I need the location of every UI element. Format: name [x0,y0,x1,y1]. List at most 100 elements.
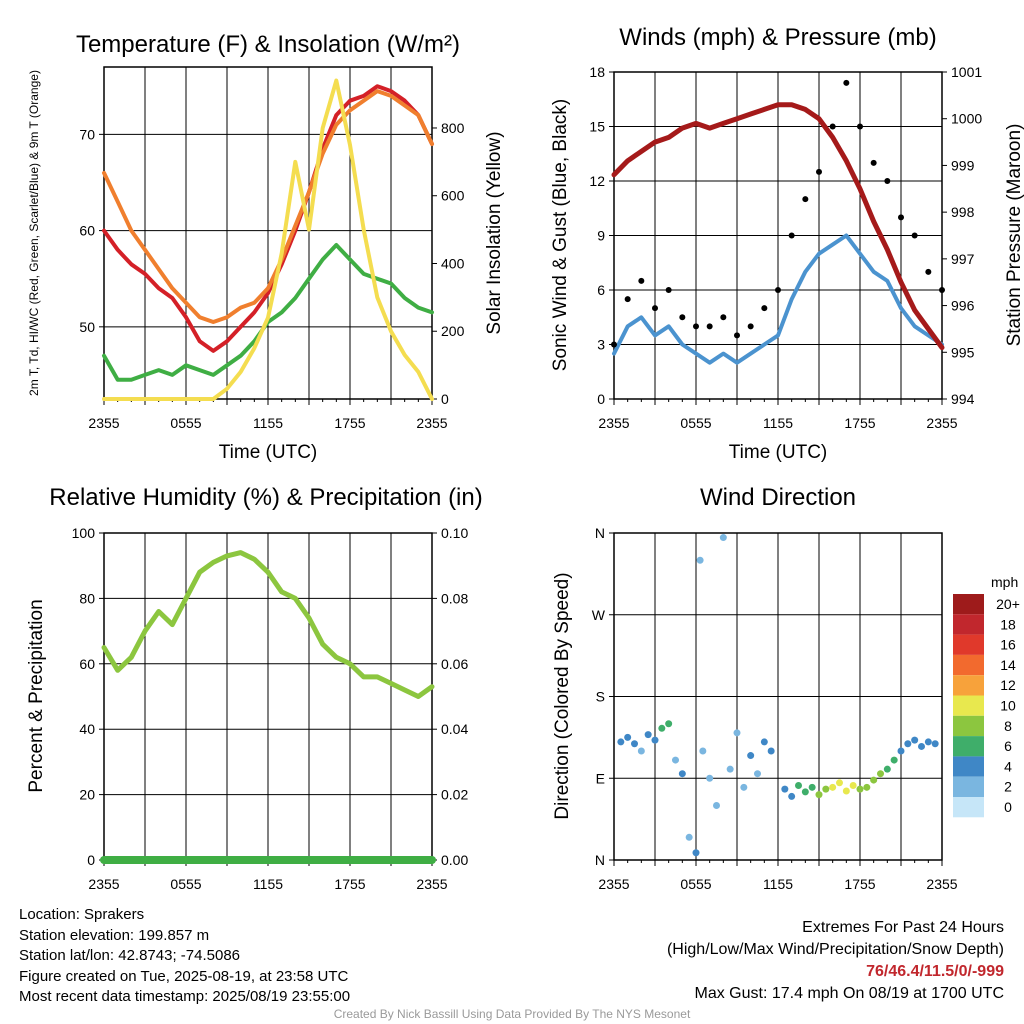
gust-point [829,123,836,130]
xtick-label: 2355 [88,876,119,892]
direction-point [747,752,755,760]
direction-point [856,785,864,793]
legend-label: 18 [1000,616,1016,632]
y2tick-label: 998 [951,204,975,220]
direction-point [713,802,720,809]
ytick-label: 0 [597,391,605,407]
direction-point [931,740,939,748]
legend-swatch [953,756,984,777]
y2tick-label: 0 [441,391,449,407]
direction-point [781,785,789,793]
x-axis-label: Time (UTC) [729,442,828,463]
y-axis-label: Percent & Precipitation [26,599,47,792]
direction-point [829,783,837,791]
series-line [611,102,945,351]
panel-title: Wind Direction [700,484,856,511]
xtick-label: 2355 [416,876,447,892]
xtick-label: 2355 [926,876,957,892]
gust-point [720,314,727,321]
xtick-label: 1755 [334,415,365,431]
y-axis-label: Direction (Colored By Speed) [552,572,573,819]
y-axis-label: Sonic Wind & Gust (Blue, Black) [550,99,571,371]
legend-label: 14 [1000,657,1016,673]
panel-title: Relative Humidity (%) & Precipitation (i… [49,484,482,511]
gust-point [898,214,904,221]
direction-point [696,556,704,564]
extremes-box: Extremes For Past 24 Hours (High/Low/Max… [667,917,1004,1005]
gust-point [802,196,809,203]
legend-swatch [953,736,984,757]
gust-point [693,323,699,330]
ytick-label: 50 [79,319,95,335]
direction-point [733,729,741,737]
legend-swatch [953,695,984,716]
y-axis-label: 2m T, Td, HI/WC (Red, Green, Scarlet/Blu… [27,70,41,396]
ytick-label: 9 [597,228,605,244]
direction-point [767,747,775,755]
direction-point [726,765,734,773]
gust-point [734,332,740,339]
y2tick-label: 999 [951,157,975,173]
legend-swatch [953,654,984,676]
series-line [102,84,434,353]
y2-axis-label: Station Pressure (Maroon) [1004,124,1024,347]
gust-point [638,277,645,284]
direction-point [801,788,809,796]
direction-point [685,833,693,841]
y2tick-label: 0.08 [441,590,468,606]
ytick-label: 80 [79,590,95,606]
direction-point [795,782,802,790]
ytick-label: S [596,689,605,705]
plot-border [613,532,943,861]
xtick-label: 1155 [763,876,793,892]
xtick-label: 1155 [253,415,283,431]
legend-label: 20+ [996,596,1020,612]
y2tick-label: 995 [951,344,975,360]
gust-point [939,287,945,293]
panel-title: Winds (mph) & Pressure (mb) [619,24,936,51]
ytick-label: 100 [72,525,96,541]
legend-label: 2 [1004,779,1012,795]
extremes-subtitle: (High/Low/Max Wind/Precipitation/Snow De… [666,941,1004,958]
location-text: Location: Sprakers [19,906,145,923]
panel-2: 0 3 6 9 12 15 18 994 995 996 997 998 999 1000 1001 2355… [550,24,1024,463]
direction-point [719,534,727,542]
direction-point [617,738,625,746]
ytick-label: 60 [79,656,95,672]
direction-point [760,738,768,746]
legend-label: 12 [1000,677,1016,693]
gust-point [652,305,658,312]
series-line [102,78,434,401]
direction-point [658,724,666,732]
ytick-label: 6 [597,282,605,298]
panel-3: 0 20 40 60 80 100 0.00 0.02 0.04 0.06 0.08 0.10 2355… [26,484,483,892]
ytick-label: 60 [79,223,95,239]
legend-unit: mph [991,574,1018,590]
xtick-label: 0555 [680,876,711,892]
xtick-label: 2355 [926,415,957,431]
gust-point [816,168,822,175]
created-text: Figure created on Tue, 2025-08-19, at 23… [19,967,349,985]
direction-point [644,731,652,739]
direction-point [877,770,884,778]
xtick-label: 2355 [88,415,119,431]
legend-swatch [953,634,984,655]
xtick-label: 2355 [416,415,447,431]
legend-label: 8 [1004,718,1012,734]
direction-point [631,740,638,748]
station-info: Location: Sprakers Station elevation: 19… [19,905,350,1008]
direction-point [808,783,816,791]
legend-label: 6 [1004,738,1012,754]
direction-point [754,770,761,778]
gust-point [843,79,850,86]
direction-point [842,787,850,795]
xtick-label: 0555 [170,876,201,892]
direction-point [883,765,891,773]
direction-point [678,770,686,778]
series-line [102,89,434,324]
legend-swatch [953,715,984,737]
series-line [101,550,435,699]
gust-point [747,323,754,330]
direction-point [924,738,932,746]
